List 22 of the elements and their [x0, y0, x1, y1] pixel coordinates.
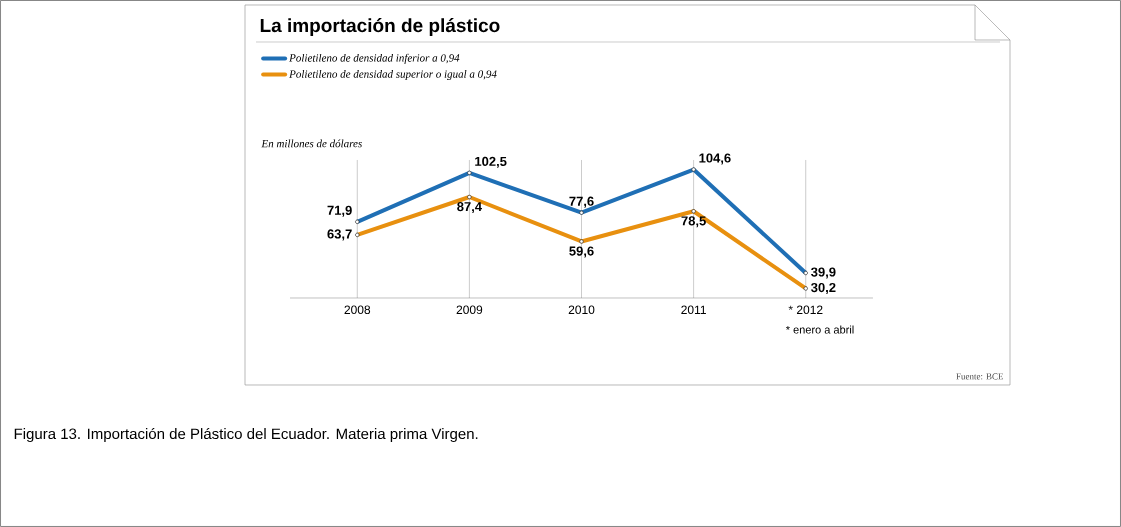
data-label: 77,6 [569, 196, 594, 208]
x-tick-label: * 2012 [788, 305, 823, 315]
y-axis-title: En millones de dólares [261, 139, 362, 148]
data-label: 104,6 [699, 153, 731, 165]
source-note: Fuente: BCE [956, 373, 1004, 380]
data-label: 63,7 [327, 229, 352, 241]
text: * enero a abril [785, 325, 854, 334]
x-tick-label: 2008 [344, 305, 371, 315]
data-label: 87,4 [457, 202, 482, 214]
x-tick-label: 2009 [456, 305, 483, 315]
data-label: 71,9 [327, 205, 352, 217]
legend-label: Polietileno de densidad inferior a 0,94 [289, 53, 460, 64]
x-tick-label: 2011 [681, 305, 706, 315]
data-label: 59,6 [569, 246, 594, 258]
legend-label: Polietileno de densidad superior o igual a 0,94 [289, 70, 497, 81]
chart-title: La importación de plástico [260, 18, 500, 36]
text: Figura 13. Importación de Plástico del Ecuador. Materia prima Virgen. [14, 427, 478, 443]
data-label: 39,9 [811, 267, 836, 279]
data-label: 78,5 [681, 216, 706, 228]
data-label: 30,2 [811, 282, 836, 295]
data-label: 102,5 [475, 156, 507, 168]
x-tick-label: 2010 [568, 305, 595, 315]
